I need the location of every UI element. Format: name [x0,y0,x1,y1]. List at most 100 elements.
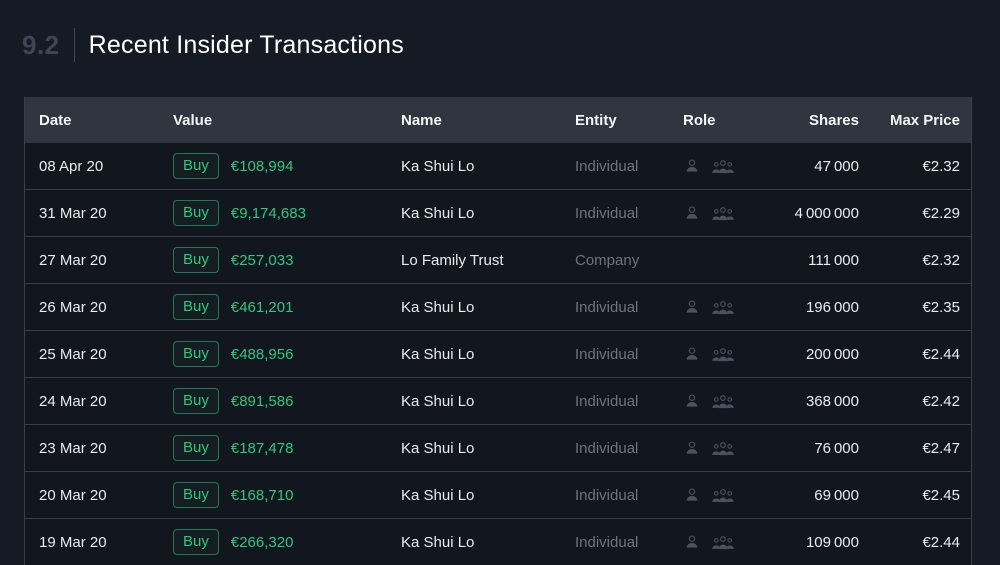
column-header-name: Name [401,111,442,129]
date-cell: 24 Mar 20 [39,392,107,410]
transaction-value: €108,994 [230,157,294,175]
entity-cell: Individual [575,533,639,551]
shares-cell: 200 000 [805,345,859,363]
name-cell: Lo Family Trust [401,251,504,269]
person-icon [683,392,701,410]
name-cell: Ka Shui Lo [401,486,475,504]
column-header-value: Value [173,111,213,129]
max-price-cell: €2.35 [922,298,960,316]
shares-cell: 76 000 [814,439,859,457]
name-cell: Ka Shui Lo [401,298,475,316]
person-icon [683,486,701,504]
entity-cell: Individual [575,439,639,457]
entity-cell: Individual [575,157,639,175]
value-cell: Buy €266,320 [159,529,387,555]
buy-badge[interactable]: Buy [173,200,219,226]
date-cell: 08 Apr 20 [39,157,104,175]
people-icon [711,299,735,316]
buy-badge[interactable]: Buy [173,341,219,367]
entity-cell: Individual [575,392,639,410]
header-divider [73,28,75,62]
max-price-cell: €2.32 [922,157,960,175]
transaction-value: €266,320 [230,533,294,551]
shares-cell: 196 000 [805,298,859,316]
table-row: 08 Apr 20 Buy €108,994 Ka Shui Lo Indivi… [25,143,971,189]
person-icon [683,533,701,551]
people-icon [711,158,735,175]
table-row: 31 Mar 20 Buy €9,174,683 Ka Shui Lo Indi… [25,189,971,236]
people-icon [711,393,735,410]
transaction-value: €488,956 [230,345,294,363]
shares-cell: 109 000 [805,533,859,551]
name-cell: Ka Shui Lo [401,204,475,222]
name-cell: Ka Shui Lo [401,157,475,175]
entity-cell: Individual [575,486,639,504]
value-cell: Buy €257,033 [159,247,387,273]
section-number: 9.2 [22,29,60,60]
date-cell: 25 Mar 20 [39,345,107,363]
person-icon [683,298,701,316]
name-cell: Ka Shui Lo [401,533,475,551]
buy-badge[interactable]: Buy [173,388,219,414]
table-row: 24 Mar 20 Buy €891,586 Ka Shui Lo Indivi… [25,377,971,424]
transaction-value: €187,478 [230,439,294,457]
date-cell: 26 Mar 20 [39,298,107,316]
page-title: Recent Insider Transactions [88,30,404,59]
person-icon [683,157,701,175]
table-row: 19 Mar 20 Buy €266,320 Ka Shui Lo Indivi… [25,518,971,565]
value-cell: Buy €187,478 [159,435,387,461]
date-cell: 20 Mar 20 [39,486,107,504]
table-row: 27 Mar 20 Buy €257,033 Lo Family Trust C… [25,236,971,283]
entity-cell: Individual [575,345,639,363]
role-cell [669,533,769,551]
table-row: 25 Mar 20 Buy €488,956 Ka Shui Lo Indivi… [25,330,971,377]
shares-cell: 111 000 [808,251,859,269]
value-cell: Buy €461,201 [159,294,387,320]
person-icon [683,439,701,457]
max-price-cell: €2.32 [922,251,960,269]
entity-cell: Company [575,251,640,269]
insider-transactions-table: Date Value Name Entity Role Shares Max P… [24,97,972,565]
buy-badge[interactable]: Buy [173,294,219,320]
max-price-cell: €2.44 [922,533,960,551]
max-price-cell: €2.45 [922,486,960,504]
value-cell: Buy €891,586 [159,388,387,414]
role-cell [669,157,769,175]
buy-badge[interactable]: Buy [173,482,219,508]
transaction-value: €257,033 [230,251,294,269]
role-cell [669,486,769,504]
buy-badge[interactable]: Buy [173,435,219,461]
transaction-value: €461,201 [230,298,294,316]
table-row: 23 Mar 20 Buy €187,478 Ka Shui Lo Indivi… [25,424,971,471]
column-header-date: Date [39,111,72,129]
people-icon [711,487,735,504]
column-header-role: Role [683,111,716,129]
max-price-cell: €2.44 [922,345,960,363]
role-cell [669,345,769,363]
column-header-shares: Shares [808,111,859,129]
role-cell [669,392,769,410]
max-price-cell: €2.42 [922,392,960,410]
name-cell: Ka Shui Lo [401,392,475,410]
value-cell: Buy €108,994 [159,153,387,179]
transaction-value: €9,174,683 [230,204,306,222]
buy-badge[interactable]: Buy [173,529,219,555]
value-cell: Buy €9,174,683 [159,200,387,226]
max-price-cell: €2.47 [922,439,960,457]
buy-badge[interactable]: Buy [173,153,219,179]
value-cell: Buy €488,956 [159,341,387,367]
date-cell: 31 Mar 20 [39,204,107,222]
entity-cell: Individual [575,204,639,222]
value-cell: Buy €168,710 [159,482,387,508]
role-cell [669,298,769,316]
transaction-value: €891,586 [230,392,294,410]
shares-cell: 368 000 [805,392,859,410]
table-row: 20 Mar 20 Buy €168,710 Ka Shui Lo Indivi… [25,471,971,518]
page-header: 9.2 Recent Insider Transactions [0,0,1000,68]
buy-badge[interactable]: Buy [173,247,219,273]
name-cell: Ka Shui Lo [401,345,475,363]
shares-cell: 69 000 [814,486,859,504]
person-icon [683,204,701,222]
date-cell: 27 Mar 20 [39,251,107,269]
table-header-row: Date Value Name Entity Role Shares Max P… [25,97,971,143]
